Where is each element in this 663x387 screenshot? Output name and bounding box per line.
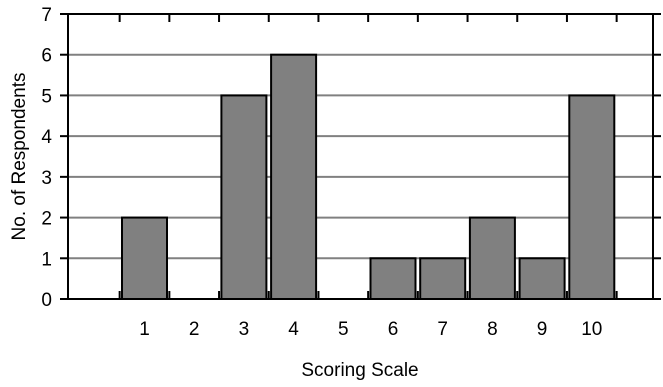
x-tick-label: 2 bbox=[189, 319, 200, 340]
x-axis-title: Scoring Scale bbox=[301, 360, 418, 381]
x-tick-label: 7 bbox=[437, 319, 448, 340]
x-tick-label: 4 bbox=[288, 319, 299, 340]
y-tick-label: 5 bbox=[41, 86, 52, 107]
bar-3 bbox=[220, 94, 268, 300]
y-tick-label: 1 bbox=[41, 249, 52, 270]
y-axis-title: No. of Respondents bbox=[9, 73, 30, 241]
x-tick-label: 6 bbox=[388, 319, 399, 340]
axis-ticks bbox=[60, 13, 661, 300]
plot-frame bbox=[67, 13, 654, 300]
bar-4 bbox=[270, 53, 318, 301]
bar-9 bbox=[518, 257, 566, 300]
y-tick-label: 0 bbox=[41, 290, 52, 311]
y-tick-label: 7 bbox=[41, 5, 52, 26]
y-tick-label: 3 bbox=[41, 168, 52, 189]
bars bbox=[121, 53, 616, 301]
y-tick-label: 6 bbox=[41, 46, 52, 67]
bar-10 bbox=[568, 94, 616, 300]
bar-8 bbox=[468, 216, 516, 300]
bar-6 bbox=[369, 257, 417, 300]
y-tick-labels: 0 1 2 3 4 5 6 7 bbox=[41, 5, 52, 311]
x-tick-label: 3 bbox=[239, 319, 250, 340]
x-tick-label: 9 bbox=[537, 319, 548, 340]
y-tick-label: 2 bbox=[41, 209, 52, 230]
bar-7 bbox=[419, 257, 467, 300]
x-tick-label: 1 bbox=[139, 319, 150, 340]
x-tick-label: 8 bbox=[487, 319, 498, 340]
x-tick-labels: 1 2 3 4 5 6 7 8 9 10 bbox=[139, 319, 602, 340]
y-tick-label: 4 bbox=[41, 127, 52, 148]
bar-1 bbox=[121, 216, 168, 300]
x-tick-label: 10 bbox=[581, 319, 602, 340]
x-tick-label: 5 bbox=[338, 319, 349, 340]
